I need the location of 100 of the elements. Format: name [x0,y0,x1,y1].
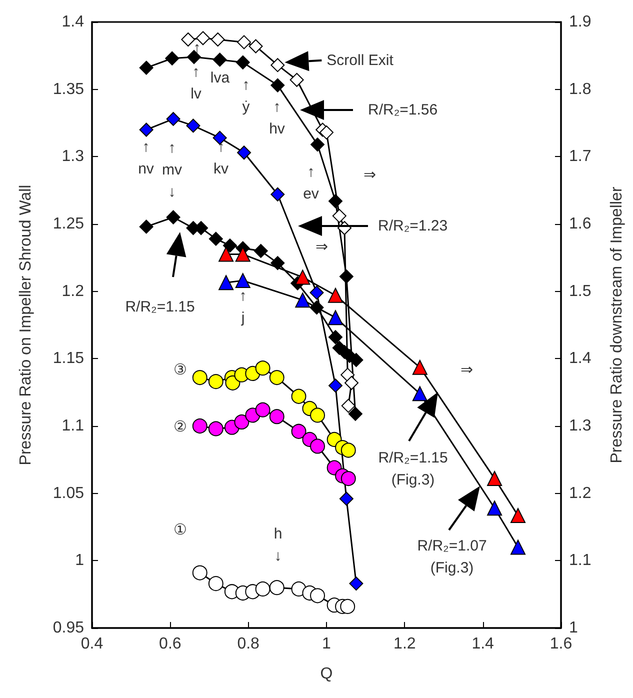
point [235,246,250,262]
point [310,300,324,314]
point [348,406,362,421]
annotation: ↑ nv [138,138,154,178]
y2-tick-label: 1.1 [569,552,592,570]
point [291,424,306,439]
x-axis-title: Q [320,666,333,682]
annotation: ② [174,418,186,436]
x-tick-label: 1.6 [550,636,572,652]
point [269,580,284,596]
y2-tick-label: 1.4 [569,350,592,368]
x-tick-label: 0.8 [237,636,260,652]
point [181,32,196,47]
y-axis-title: Pressure Ratio on Impeller Shroud Wall [18,184,34,466]
point [212,130,227,145]
annotation: ⇒ [460,362,474,378]
y-tick-label: 1.1 [62,418,84,434]
point [332,208,346,223]
annotation: R/R₂=1.15 [125,298,195,316]
point [208,421,224,436]
annotation: ↑ kv [214,138,229,178]
annotation: R/R₂=1.23 [378,218,448,234]
y2-axis-title: Pressure Ratio downstream of Impeller [608,186,626,464]
y-tick-label: 1.2 [62,282,84,300]
y2-tick-label: 1.7 [569,148,592,166]
annotation: ⇒ [316,238,328,256]
y-tick-label: 0.95 [52,620,84,636]
y-tick-label: 1.35 [52,80,84,98]
annotation: ↑ ẏ [242,76,250,116]
point [340,442,356,458]
annotation: ↑ mv ↓ [162,140,182,200]
point [192,418,208,434]
annotation: R/R₂=1.56 [368,102,438,118]
point [412,386,428,402]
annotation: ↑ hv [269,98,286,138]
point [310,588,326,604]
point [254,244,268,258]
x-tick-label: 1.2 [394,636,416,652]
point [196,31,210,46]
annotation: R/R₂=1.15 (Fig.3) [378,450,448,488]
annotation: R/R₂=1.07 (Fig.3) [417,538,487,576]
point [328,288,343,303]
point [255,360,270,376]
point [234,414,250,430]
point [310,408,326,423]
point [139,122,154,137]
point [310,438,326,454]
point [208,576,224,592]
y2-tick-label: 1.8 [569,80,592,98]
point [166,210,180,224]
point [270,58,285,72]
point [340,598,356,614]
x-tick-label: 1 [322,636,332,652]
point [236,55,250,70]
y2-tick-label: 1.3 [569,418,592,434]
point [218,246,234,262]
point [208,374,224,390]
annotation: lva [210,70,230,86]
point [510,508,526,524]
point [186,118,200,133]
annotation: Scroll Exit [326,52,394,69]
point [139,220,154,234]
annotation: ↑ ev [303,164,320,202]
point [248,39,263,54]
annotation: ↑ j [239,288,247,326]
point [487,500,502,516]
point [269,409,284,424]
point [208,232,223,246]
point [510,540,526,555]
point [192,370,208,386]
point [255,581,270,596]
point [349,353,364,368]
y-tick-label: 1.3 [62,148,84,166]
annotation: ① [174,522,186,538]
point [269,370,284,386]
point [349,576,364,591]
point [328,194,342,208]
point [166,112,180,126]
y-tick-label: 1 [75,552,84,570]
point [291,388,306,404]
point [192,565,208,580]
point [290,72,304,87]
point [210,32,225,47]
point [270,256,285,270]
point [412,360,428,375]
point [310,138,325,152]
y2-tick-label: 1.9 [569,14,592,30]
point [339,492,354,506]
point [341,398,356,413]
point [225,375,240,390]
y2-tick-label: 1 [569,620,578,636]
point [222,238,237,253]
point [295,270,310,285]
y2-tick-label: 1.2 [569,484,592,502]
annotation: ⇒ [364,166,376,184]
x-tick-label: 0.4 [80,636,104,652]
point [237,146,252,160]
annotation: h ↓ [274,526,282,564]
y2-tick-label: 1.6 [569,216,592,232]
point [295,292,310,308]
